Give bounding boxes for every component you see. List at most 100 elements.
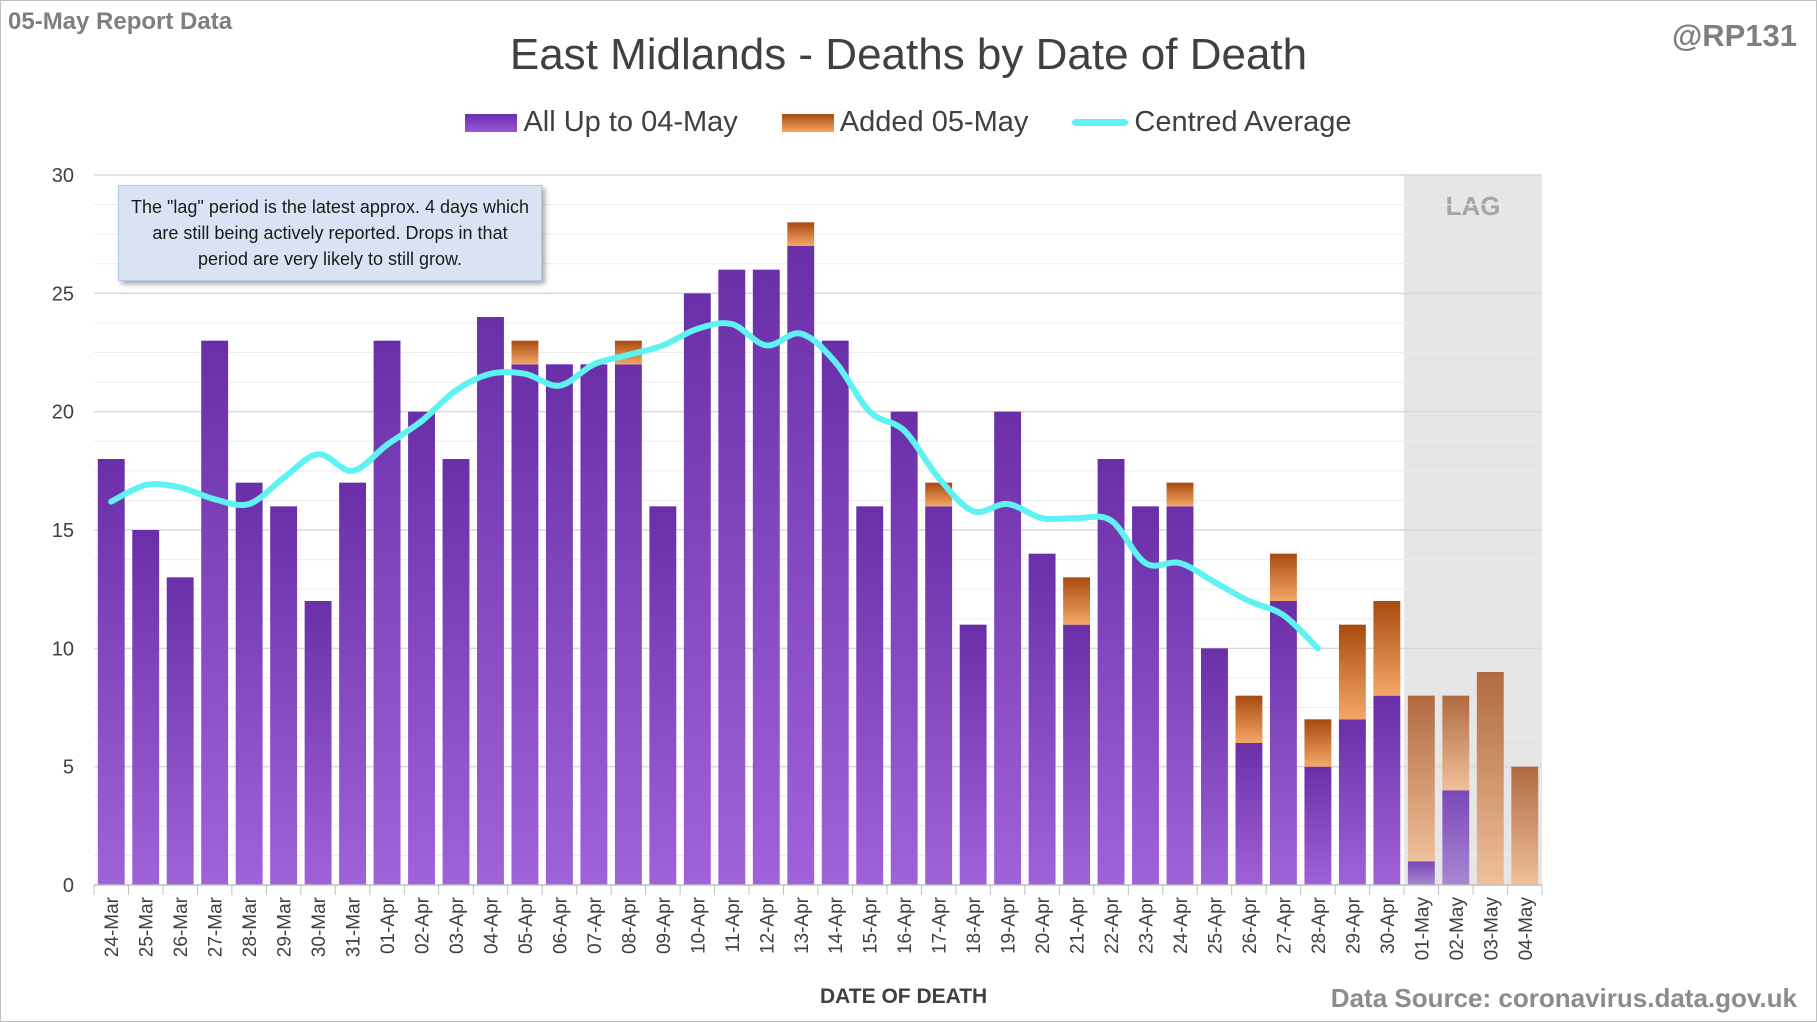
- x-tick-label: 24-Apr: [1171, 896, 1192, 954]
- legend-swatch-average: [1072, 119, 1129, 126]
- x-tick-label: 16-Apr: [895, 896, 916, 954]
- y-tick-label: 5: [63, 757, 74, 779]
- y-tick-label: 20: [52, 402, 74, 424]
- x-tick-label: 18-Apr: [964, 896, 985, 954]
- x-tick-label: 01-Apr: [378, 896, 399, 954]
- bar-all-28-Mar: [235, 482, 263, 885]
- bar-all-18-Apr: [959, 624, 987, 885]
- bar-all-27-Apr: [1269, 601, 1297, 885]
- bar-all-15-Apr: [856, 506, 884, 885]
- x-tick-label: 30-Apr: [1378, 896, 1399, 954]
- lag-note: The "lag" period is the latest approx. 4…: [118, 185, 542, 281]
- bar-all-19-Apr: [994, 411, 1022, 885]
- bar-added-04-May: [1511, 766, 1539, 885]
- bar-all-25-Mar: [132, 530, 160, 885]
- bar-all-11-Apr: [718, 269, 746, 886]
- legend-label-added: Added 05-May: [839, 106, 1029, 138]
- x-tick-label: 28-Apr: [1309, 896, 1330, 954]
- bar-all-10-Apr: [683, 293, 711, 885]
- x-tick-label: 28-Mar: [240, 896, 261, 957]
- x-tick-label: 21-Apr: [1068, 896, 1089, 954]
- x-tick-label: 05-Apr: [516, 896, 537, 954]
- bar-all-29-Apr: [1338, 719, 1366, 885]
- bar-all-29-Mar: [270, 506, 298, 885]
- legend-swatch-all: [465, 113, 518, 132]
- x-tick-label: 04-May: [1516, 897, 1537, 961]
- legend-item-average: Centred Average: [1072, 106, 1352, 139]
- x-axis-title: DATE OF DEATH: [820, 985, 988, 1008]
- x-tick-label: 04-Apr: [481, 896, 502, 954]
- x-tick-label: 19-Apr: [999, 896, 1020, 954]
- bar-all-03-Apr: [442, 459, 470, 885]
- chart-title: East Midlands - Deaths by Date of Death: [509, 30, 1308, 79]
- bar-all-09-Apr: [649, 506, 677, 885]
- bar-all-06-Apr: [545, 364, 573, 885]
- bar-added-30-Apr: [1373, 601, 1401, 696]
- bar-all-05-Apr: [511, 364, 539, 885]
- bar-all-13-Apr: [787, 246, 815, 885]
- y-tick-label: 15: [52, 520, 74, 542]
- legend-label-all: All Up to 04-May: [523, 106, 738, 138]
- x-tick-label: 26-Mar: [171, 896, 192, 957]
- y-tick-label: 0: [63, 875, 74, 897]
- bar-added-29-Apr: [1338, 624, 1366, 720]
- x-tick-label: 24-Mar: [102, 896, 123, 957]
- x-tick-label: 10-Apr: [688, 896, 709, 954]
- x-tick-label: 23-Apr: [1137, 896, 1158, 954]
- bar-all-02-May: [1442, 790, 1470, 885]
- x-tick-label: 27-Mar: [206, 896, 227, 957]
- x-tick-label: 29-Mar: [275, 896, 296, 957]
- bar-added-01-May: [1407, 695, 1435, 862]
- bar-all-30-Mar: [304, 601, 332, 885]
- x-tick-label: 22-Apr: [1102, 896, 1123, 954]
- x-tick-label: 31-Mar: [344, 896, 365, 957]
- bar-added-13-Apr: [787, 222, 815, 246]
- legend-item-added: Added 05-May: [781, 106, 1029, 139]
- bar-all-08-Apr: [614, 364, 642, 885]
- x-tick-label: 30-Mar: [309, 896, 330, 957]
- x-tick-label: 13-Apr: [792, 896, 813, 954]
- centred-average-line: [108, 320, 1321, 652]
- bar-added-21-Apr: [1063, 577, 1091, 625]
- report-label: 05-May Report Data: [8, 8, 233, 35]
- x-tick-label: 26-Apr: [1240, 896, 1261, 954]
- bar-all-23-Apr: [1132, 506, 1159, 885]
- bar-all-01-May: [1407, 861, 1435, 885]
- bar-added-05-Apr: [511, 340, 539, 365]
- bar-added-02-May: [1442, 695, 1470, 791]
- x-tick-label: 27-Apr: [1274, 896, 1295, 954]
- bar-all-01-Apr: [373, 340, 401, 886]
- y-tick-label: 25: [52, 283, 74, 305]
- bar-added-26-Apr: [1235, 695, 1263, 743]
- x-tick-label: 02-Apr: [413, 896, 434, 954]
- bar-all-24-Mar: [97, 459, 125, 885]
- bar-all-25-Apr: [1201, 648, 1228, 885]
- bar-all-21-Apr: [1063, 624, 1091, 885]
- y-tick-label: 30: [52, 165, 74, 187]
- bar-all-04-Apr: [477, 317, 504, 885]
- bar-all-20-Apr: [1028, 553, 1056, 885]
- bar-all-02-Apr: [408, 411, 435, 885]
- x-tick-label: 17-Apr: [930, 896, 951, 954]
- x-tick-label: 06-Apr: [550, 896, 571, 954]
- x-tick-label: 09-Apr: [654, 896, 675, 954]
- x-tick-label: 12-Apr: [757, 896, 778, 954]
- bar-added-24-Apr: [1166, 482, 1194, 507]
- bar-added-28-Apr: [1304, 719, 1332, 767]
- x-tick-label: 15-Apr: [861, 896, 882, 954]
- author-handle: @RP131: [1671, 18, 1797, 53]
- bar-all-26-Apr: [1235, 743, 1263, 885]
- bar-all-14-Apr: [821, 340, 849, 886]
- x-tick-label: 01-May: [1412, 897, 1433, 961]
- bar-all-26-Mar: [166, 577, 194, 885]
- legend-item-all: All Up to 04-May: [465, 106, 738, 139]
- bar-all-12-Apr: [752, 269, 780, 886]
- bar-added-27-Apr: [1269, 553, 1297, 601]
- x-tick-label: 03-Apr: [447, 896, 468, 954]
- bar-all-07-Apr: [580, 364, 608, 885]
- bar-all-16-Apr: [890, 411, 918, 885]
- bar-all-31-Mar: [339, 482, 367, 885]
- x-tick-label: 02-May: [1447, 897, 1468, 961]
- x-tick-label: 08-Apr: [619, 896, 640, 954]
